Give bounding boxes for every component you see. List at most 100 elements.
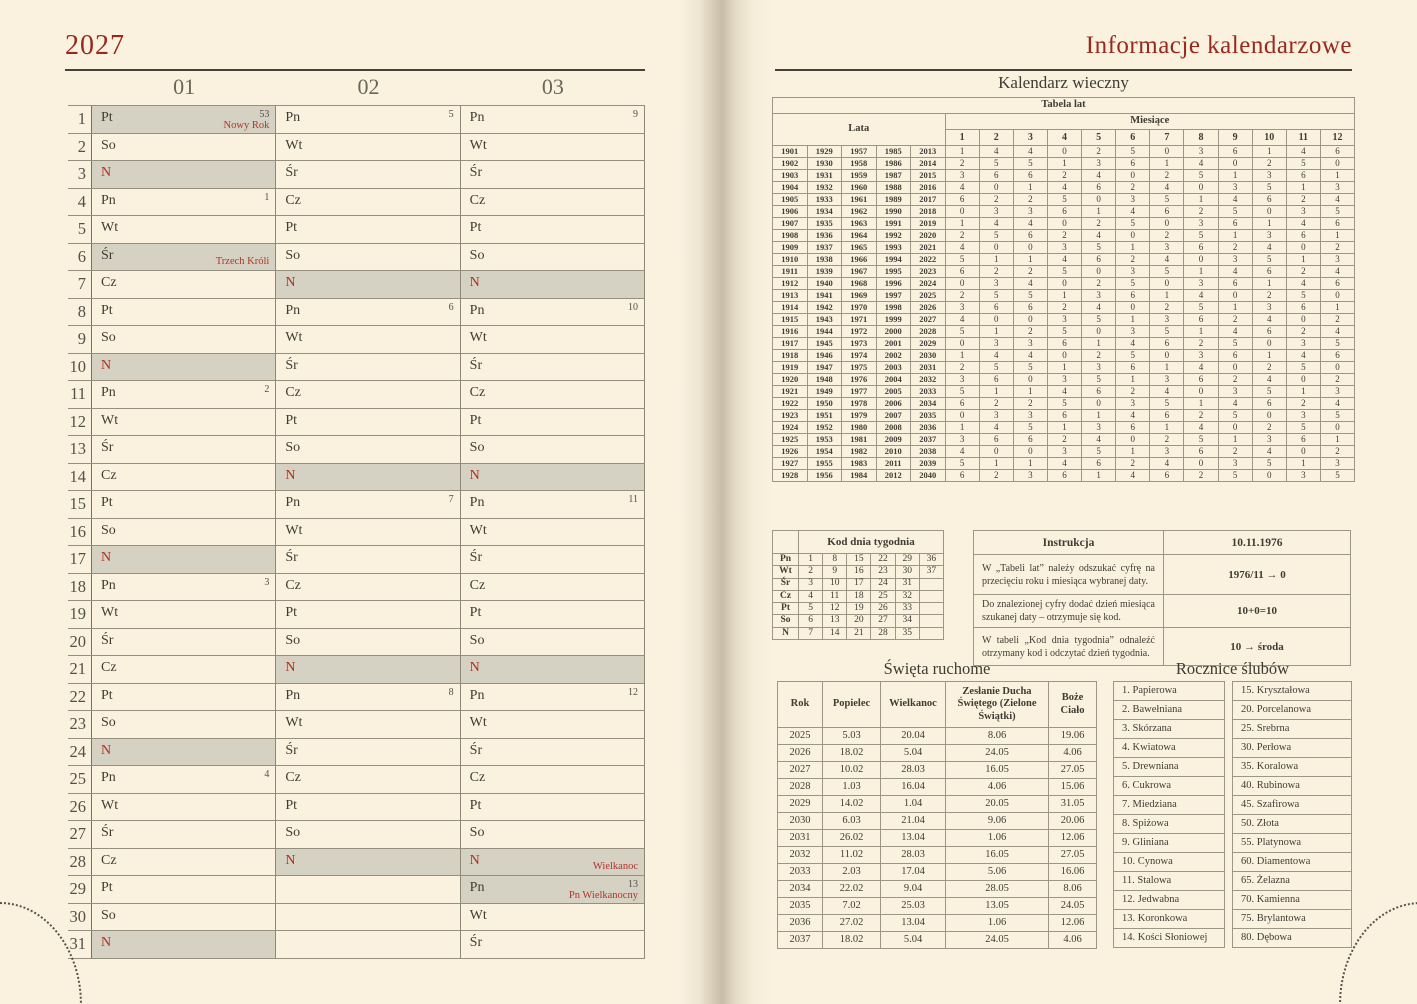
month-code-cell: 0 [1012,313,1048,326]
month-code-cell: 5 [1251,385,1287,398]
year-cell: 1924 [772,421,808,434]
month-code-cell: 2 [1012,265,1048,278]
weekday-label: N [285,852,296,868]
day-number: 10 [68,353,92,380]
anniversary-row: 12. Jedwabna [1113,890,1225,910]
year-cell: 1947 [806,361,842,374]
year-cell: 1907 [772,217,808,230]
feast-date-cell: 28.03 [880,846,946,864]
year-cell: 1998 [875,301,911,314]
calendar-row: 15 Pt Pn 7 Pn 11 [68,490,645,518]
month-code-cell: 6 [1149,205,1185,218]
feast-date-cell: 2036 [777,914,823,932]
instruction-step-example: 10 → środa [1163,627,1351,666]
year-cell: 2026 [910,301,946,314]
code-cell [918,589,945,604]
year-cell: 1957 [841,145,877,158]
feast-date-cell: 16.06 [1048,863,1097,881]
table-title-row: Tabela lat [772,97,1355,114]
calendar-row: 30 So Wt [68,902,645,930]
feast-header-cell: Zesłanie Ducha Świętego (Zielone Świątki… [945,681,1049,728]
month-code-cell: 3 [1217,457,1253,470]
weekday-label: Pt [285,220,298,235]
month-code-cell: 0 [1217,361,1253,374]
feast-date-cell: 20.05 [945,795,1049,813]
month-code-cell: 1 [1217,433,1253,446]
year-cell: 1944 [806,325,842,338]
day-cell: Wt [461,326,645,353]
cell-annotations: 10 [628,302,638,324]
month-code-cell: 5 [1149,193,1185,206]
year-row: 1909 1937 1965 1993 2021 4 0 0 3 5 1 3 6 2 4 0 2 [772,241,1356,254]
code-cell: 3 [797,577,824,591]
year-cell: 2007 [875,409,911,422]
anniversary-row: 4. Kwiatowa [1113,738,1225,758]
weekday-label: Pt [101,687,113,703]
month-code-cell: 6 [944,193,980,206]
month-code-cell: 0 [1285,313,1321,326]
weekday-label: Cz [469,192,486,208]
year-cell: 1919 [772,361,808,374]
code-cell: 10 [822,577,848,591]
year-cell: 2031 [910,361,946,374]
weekday-label: Pn [469,880,485,895]
month-code-cell: 2 [978,469,1014,482]
month-code-cell: 4 [1115,337,1151,350]
month-code-cell: 3 [1251,229,1287,242]
anniversary-row: 55. Platynowa [1232,833,1352,853]
year-cell: 1989 [875,193,911,206]
month-number-cell: 5 [1080,129,1117,146]
year-cell: 1973 [841,337,877,350]
month-code-cell: 2 [944,229,980,242]
month-code-cell: 0 [1183,457,1219,470]
day-cell: Wt [92,601,277,628]
year-cell: 1969 [841,289,877,302]
month-code-cell: 6 [1251,265,1287,278]
day-number: 21 [68,656,92,683]
feast-date-cell: 13.04 [880,829,946,847]
year-cell: 1920 [772,373,808,386]
day-cell: Wt [461,903,645,930]
day-cell: So [276,628,461,655]
month-code-cell: 0 [1012,373,1048,386]
month-code-cell: 2 [1319,241,1356,254]
code-cell: 17 [846,577,872,591]
calendar-row: 10 N Śr Śr [68,352,645,380]
month-code-cell: 4 [1080,229,1117,242]
feasts-tbody: Rok Popielec Wielkanoc Zesłanie Ducha Święt… [777,681,1097,949]
month-code-cell: 4 [978,421,1014,434]
code-cell: 5 [797,602,824,616]
month-code-cell: 3 [1012,337,1048,350]
month-code-cell: 6 [1080,181,1117,194]
day-cell: Cz [276,188,461,215]
feast-row: 2034 22.02 9.04 28.05 8.06 [777,880,1097,898]
year-cell: 1990 [875,205,911,218]
month-code-cell: 5 [1285,157,1321,170]
month-code-cell: 1 [1285,181,1321,194]
day-cell: Pn 9 [461,106,645,133]
year-cell: 1936 [806,229,842,242]
weekday-cell: Pn [772,552,799,567]
day-number: 29 [68,876,92,903]
year-cell: 1940 [806,277,842,290]
feast-date-cell: 10.02 [822,761,881,779]
year-cell: 1923 [772,409,808,422]
code-cell: 1 [797,552,824,567]
year-cell: 1968 [841,277,877,290]
month-code-cell: 5 [1046,397,1083,410]
month-code-cell: 6 [1217,145,1253,158]
year-row: 1908 1936 1964 1992 2020 2 5 6 2 4 0 2 5 1 3 6 1 [772,229,1356,242]
month-code-cell: 3 [1046,445,1083,458]
month-code-cell: 5 [1012,361,1048,374]
year-cell: 1971 [841,313,877,326]
month-code-cell: 5 [944,325,980,338]
year-cell: 2030 [910,349,946,362]
month-number-cell: 11 [1285,129,1321,146]
month-code-cell: 4 [1046,253,1083,266]
month-code-cell: 4 [978,145,1014,158]
month-code-cell: 0 [944,337,980,350]
day-cell: Wt [276,518,461,545]
day-number: 17 [68,546,92,573]
weekday-label: N [285,660,296,675]
month-code-cell: 3 [1012,469,1048,482]
